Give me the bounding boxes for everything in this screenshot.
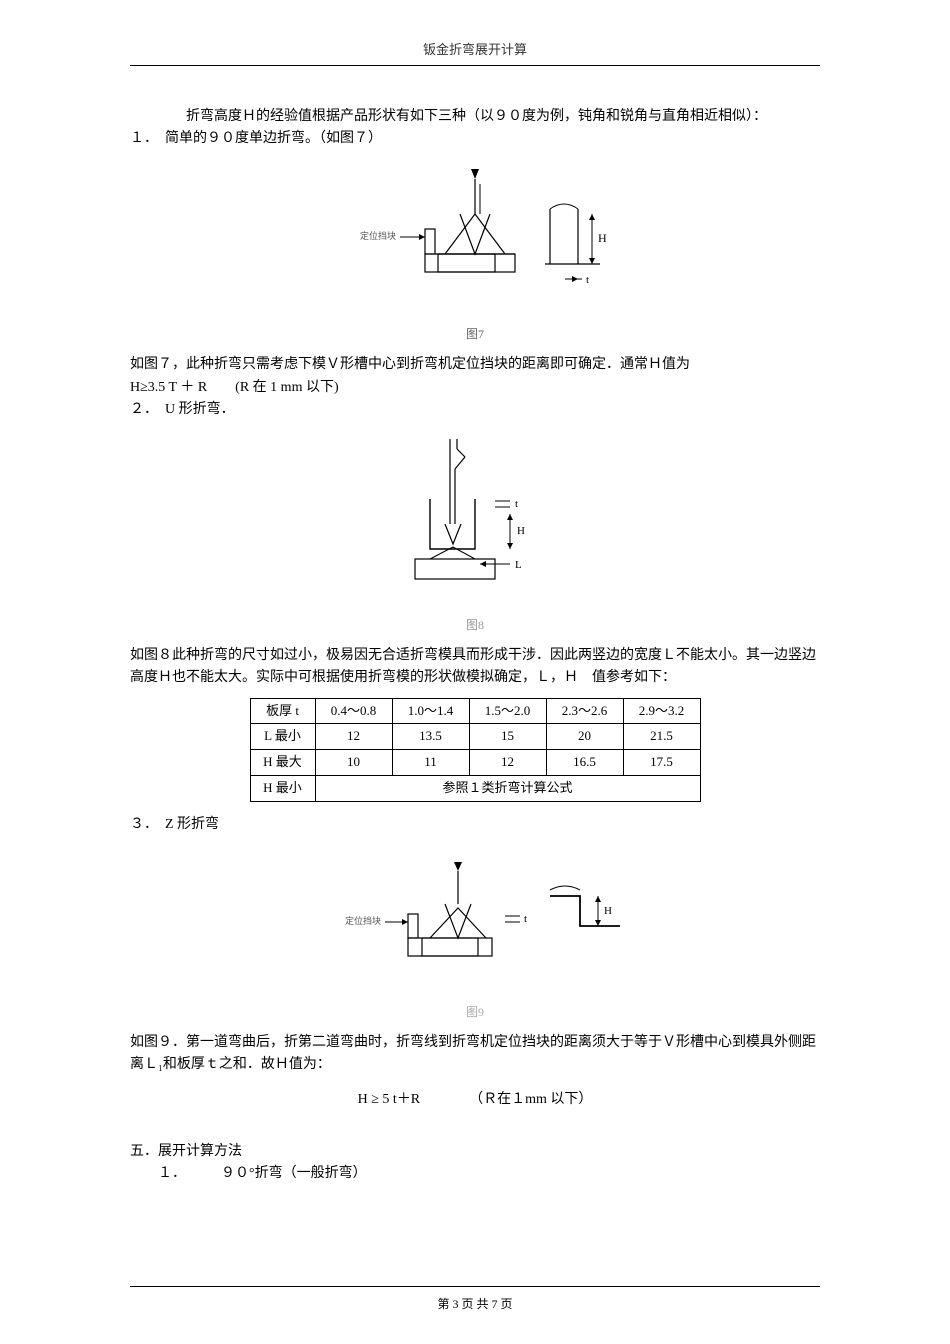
intro-para: 折弯高度Ｈ的经验值根据产品形状有如下三种（以９０度为例，钝角和锐角与直角相近相似… <box>130 106 820 128</box>
figure-7: 定位挡块 H <box>130 159 820 317</box>
svg-text:t: t <box>515 498 518 510</box>
table-cell: 1.5～2.0 <box>469 698 546 724</box>
item-1: １． 简单的９０度单边折弯。（如图７） <box>130 128 820 150</box>
page-footer: 第 3 页 共 7 页 <box>0 1286 950 1314</box>
svg-text:L: L <box>515 559 522 571</box>
fig9-left-label: 定位挡块 <box>345 915 381 926</box>
table-cell: 2.3～2.6 <box>546 698 623 724</box>
table-row-head: H 最小 <box>250 776 315 802</box>
table-cell: 12 <box>469 750 546 776</box>
fig9-caption: 图9 <box>130 1003 820 1022</box>
table-cell: 12 <box>315 724 392 750</box>
table-row-head: L 最小 <box>250 724 315 750</box>
para-fig7: 如图７，此种折弯只需考虑下模Ｖ形槽中心到折弯机定位挡块的距离即可确定．通常Ｈ值为 <box>130 354 820 376</box>
table-cell: 1.0～1.4 <box>392 698 469 724</box>
section-5-1: １． ９０°折弯（一般折弯） <box>158 1163 820 1185</box>
svg-text:H: H <box>598 231 607 245</box>
item-2: ２． U 形折弯． <box>130 399 820 421</box>
para-fig8: 如图８此种折弯的尺寸如过小，极易因无合适折弯模具而形成干涉．因此两竖边的宽度Ｌ不… <box>130 645 820 690</box>
formula-1: H≥3.5 T ＋ R (R 在 1 mm 以下) <box>130 377 820 399</box>
reference-table: 板厚 t0.4～0.81.0～1.41.5～2.02.3～2.62.9～3.2 L… <box>250 698 701 802</box>
figure-9: 定位挡块 t H <box>130 856 820 994</box>
page-header: 钣金折弯展开计算 <box>130 40 820 66</box>
table-cell: 2.9～3.2 <box>623 698 700 724</box>
section-5: 五．展开计算方法 <box>130 1141 820 1163</box>
svg-text:t: t <box>586 274 589 286</box>
table-cell: 13.5 <box>392 724 469 750</box>
table-cell: 15 <box>469 724 546 750</box>
footer-text: 第 3 页 共 7 页 <box>437 1297 512 1311</box>
table-cell: 20 <box>546 724 623 750</box>
table-cell-span: 参照１类折弯计算公式 <box>315 776 700 802</box>
fig8-caption: 图8 <box>130 616 820 635</box>
fig7-caption: 图7 <box>130 325 820 344</box>
table-row-head: H 最大 <box>250 750 315 776</box>
table-cell: 0.4～0.8 <box>315 698 392 724</box>
formula-2: H ≥ 5 t＋R （Ｒ在１mm 以下） <box>130 1089 820 1111</box>
table-row-head: 板厚 t <box>250 698 315 724</box>
svg-text:H: H <box>604 905 612 917</box>
para-fig9: 如图９．第一道弯曲后，折第二道弯曲时，折弯线到折弯机定位挡块的距离须大于等于Ｖ形… <box>130 1032 820 1077</box>
table-cell: 10 <box>315 750 392 776</box>
table-cell: 11 <box>392 750 469 776</box>
svg-text:H: H <box>517 525 525 537</box>
intro-text: 折弯高度Ｈ的经验值根据产品形状有如下三种（以９０度为例，钝角和锐角与直角相近相似… <box>186 109 767 124</box>
fig7-left-label: 定位挡块 <box>360 230 396 241</box>
svg-text:t: t <box>524 913 527 925</box>
table-cell: 17.5 <box>623 750 700 776</box>
item-3: ３． Z 形折弯 <box>130 814 820 836</box>
table-cell: 21.5 <box>623 724 700 750</box>
table-cell: 16.5 <box>546 750 623 776</box>
figure-8: t H L <box>130 429 820 607</box>
